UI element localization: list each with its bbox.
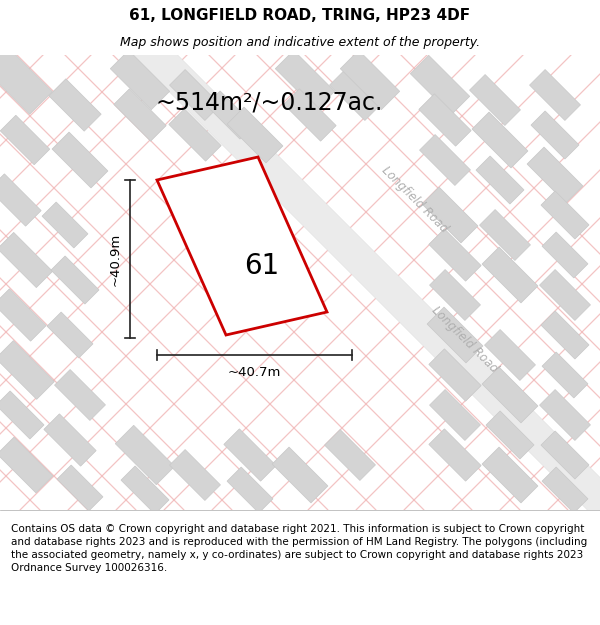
Polygon shape [206, 91, 254, 139]
Text: Longfield Road: Longfield Road [379, 164, 451, 236]
Polygon shape [94, 0, 600, 546]
Polygon shape [476, 156, 524, 204]
Polygon shape [542, 232, 588, 278]
Polygon shape [542, 352, 588, 398]
Polygon shape [472, 112, 528, 168]
Polygon shape [114, 89, 166, 141]
Polygon shape [429, 429, 481, 481]
Text: 61, LONGFIELD ROAD, TRING, HP23 4DF: 61, LONGFIELD ROAD, TRING, HP23 4DF [130, 8, 470, 23]
Polygon shape [275, 50, 335, 110]
Polygon shape [325, 429, 376, 481]
Polygon shape [419, 94, 471, 146]
Polygon shape [0, 232, 53, 288]
Polygon shape [52, 132, 108, 188]
Polygon shape [541, 311, 589, 359]
Polygon shape [55, 369, 106, 421]
Polygon shape [427, 307, 483, 363]
Polygon shape [530, 69, 580, 121]
Text: Contains OS data © Crown copyright and database right 2021. This information is : Contains OS data © Crown copyright and d… [11, 524, 587, 573]
Polygon shape [0, 289, 46, 341]
Polygon shape [224, 429, 276, 481]
Polygon shape [227, 107, 283, 163]
Polygon shape [44, 414, 96, 466]
Polygon shape [539, 389, 590, 441]
Polygon shape [470, 74, 520, 126]
Polygon shape [527, 147, 583, 203]
Text: ~514m²/~0.127ac.: ~514m²/~0.127ac. [155, 90, 382, 114]
Polygon shape [429, 349, 481, 401]
Polygon shape [42, 202, 88, 248]
Polygon shape [0, 437, 53, 493]
Polygon shape [539, 269, 590, 321]
Text: ~40.7m: ~40.7m [228, 366, 281, 379]
Polygon shape [486, 411, 534, 459]
Polygon shape [49, 79, 101, 131]
Polygon shape [0, 391, 44, 439]
Polygon shape [422, 187, 478, 243]
Polygon shape [170, 449, 220, 501]
Polygon shape [541, 431, 589, 479]
Polygon shape [542, 467, 588, 513]
Polygon shape [57, 465, 103, 511]
Polygon shape [410, 55, 470, 115]
Polygon shape [482, 447, 538, 503]
Polygon shape [541, 191, 589, 239]
Polygon shape [482, 247, 538, 303]
Polygon shape [115, 425, 175, 485]
Text: 61: 61 [244, 252, 280, 280]
Polygon shape [110, 50, 170, 110]
Polygon shape [284, 89, 336, 141]
Text: Longfield Road: Longfield Road [429, 304, 501, 376]
Polygon shape [51, 256, 99, 304]
Polygon shape [121, 466, 169, 514]
Polygon shape [0, 341, 55, 399]
Polygon shape [157, 157, 327, 335]
Polygon shape [485, 329, 535, 381]
Text: ~40.9m: ~40.9m [109, 232, 122, 286]
Polygon shape [482, 367, 538, 423]
Polygon shape [479, 209, 530, 261]
Polygon shape [170, 69, 220, 121]
Polygon shape [272, 447, 328, 503]
Polygon shape [429, 229, 481, 281]
Polygon shape [419, 134, 470, 186]
Polygon shape [0, 46, 52, 114]
Polygon shape [430, 269, 481, 321]
Polygon shape [47, 312, 93, 358]
Polygon shape [329, 69, 380, 121]
Polygon shape [169, 109, 221, 161]
Polygon shape [0, 174, 41, 226]
Polygon shape [430, 389, 481, 441]
Polygon shape [531, 111, 579, 159]
Polygon shape [227, 467, 273, 513]
Text: Map shows position and indicative extent of the property.: Map shows position and indicative extent… [120, 36, 480, 49]
Polygon shape [340, 50, 400, 110]
Polygon shape [0, 115, 50, 165]
